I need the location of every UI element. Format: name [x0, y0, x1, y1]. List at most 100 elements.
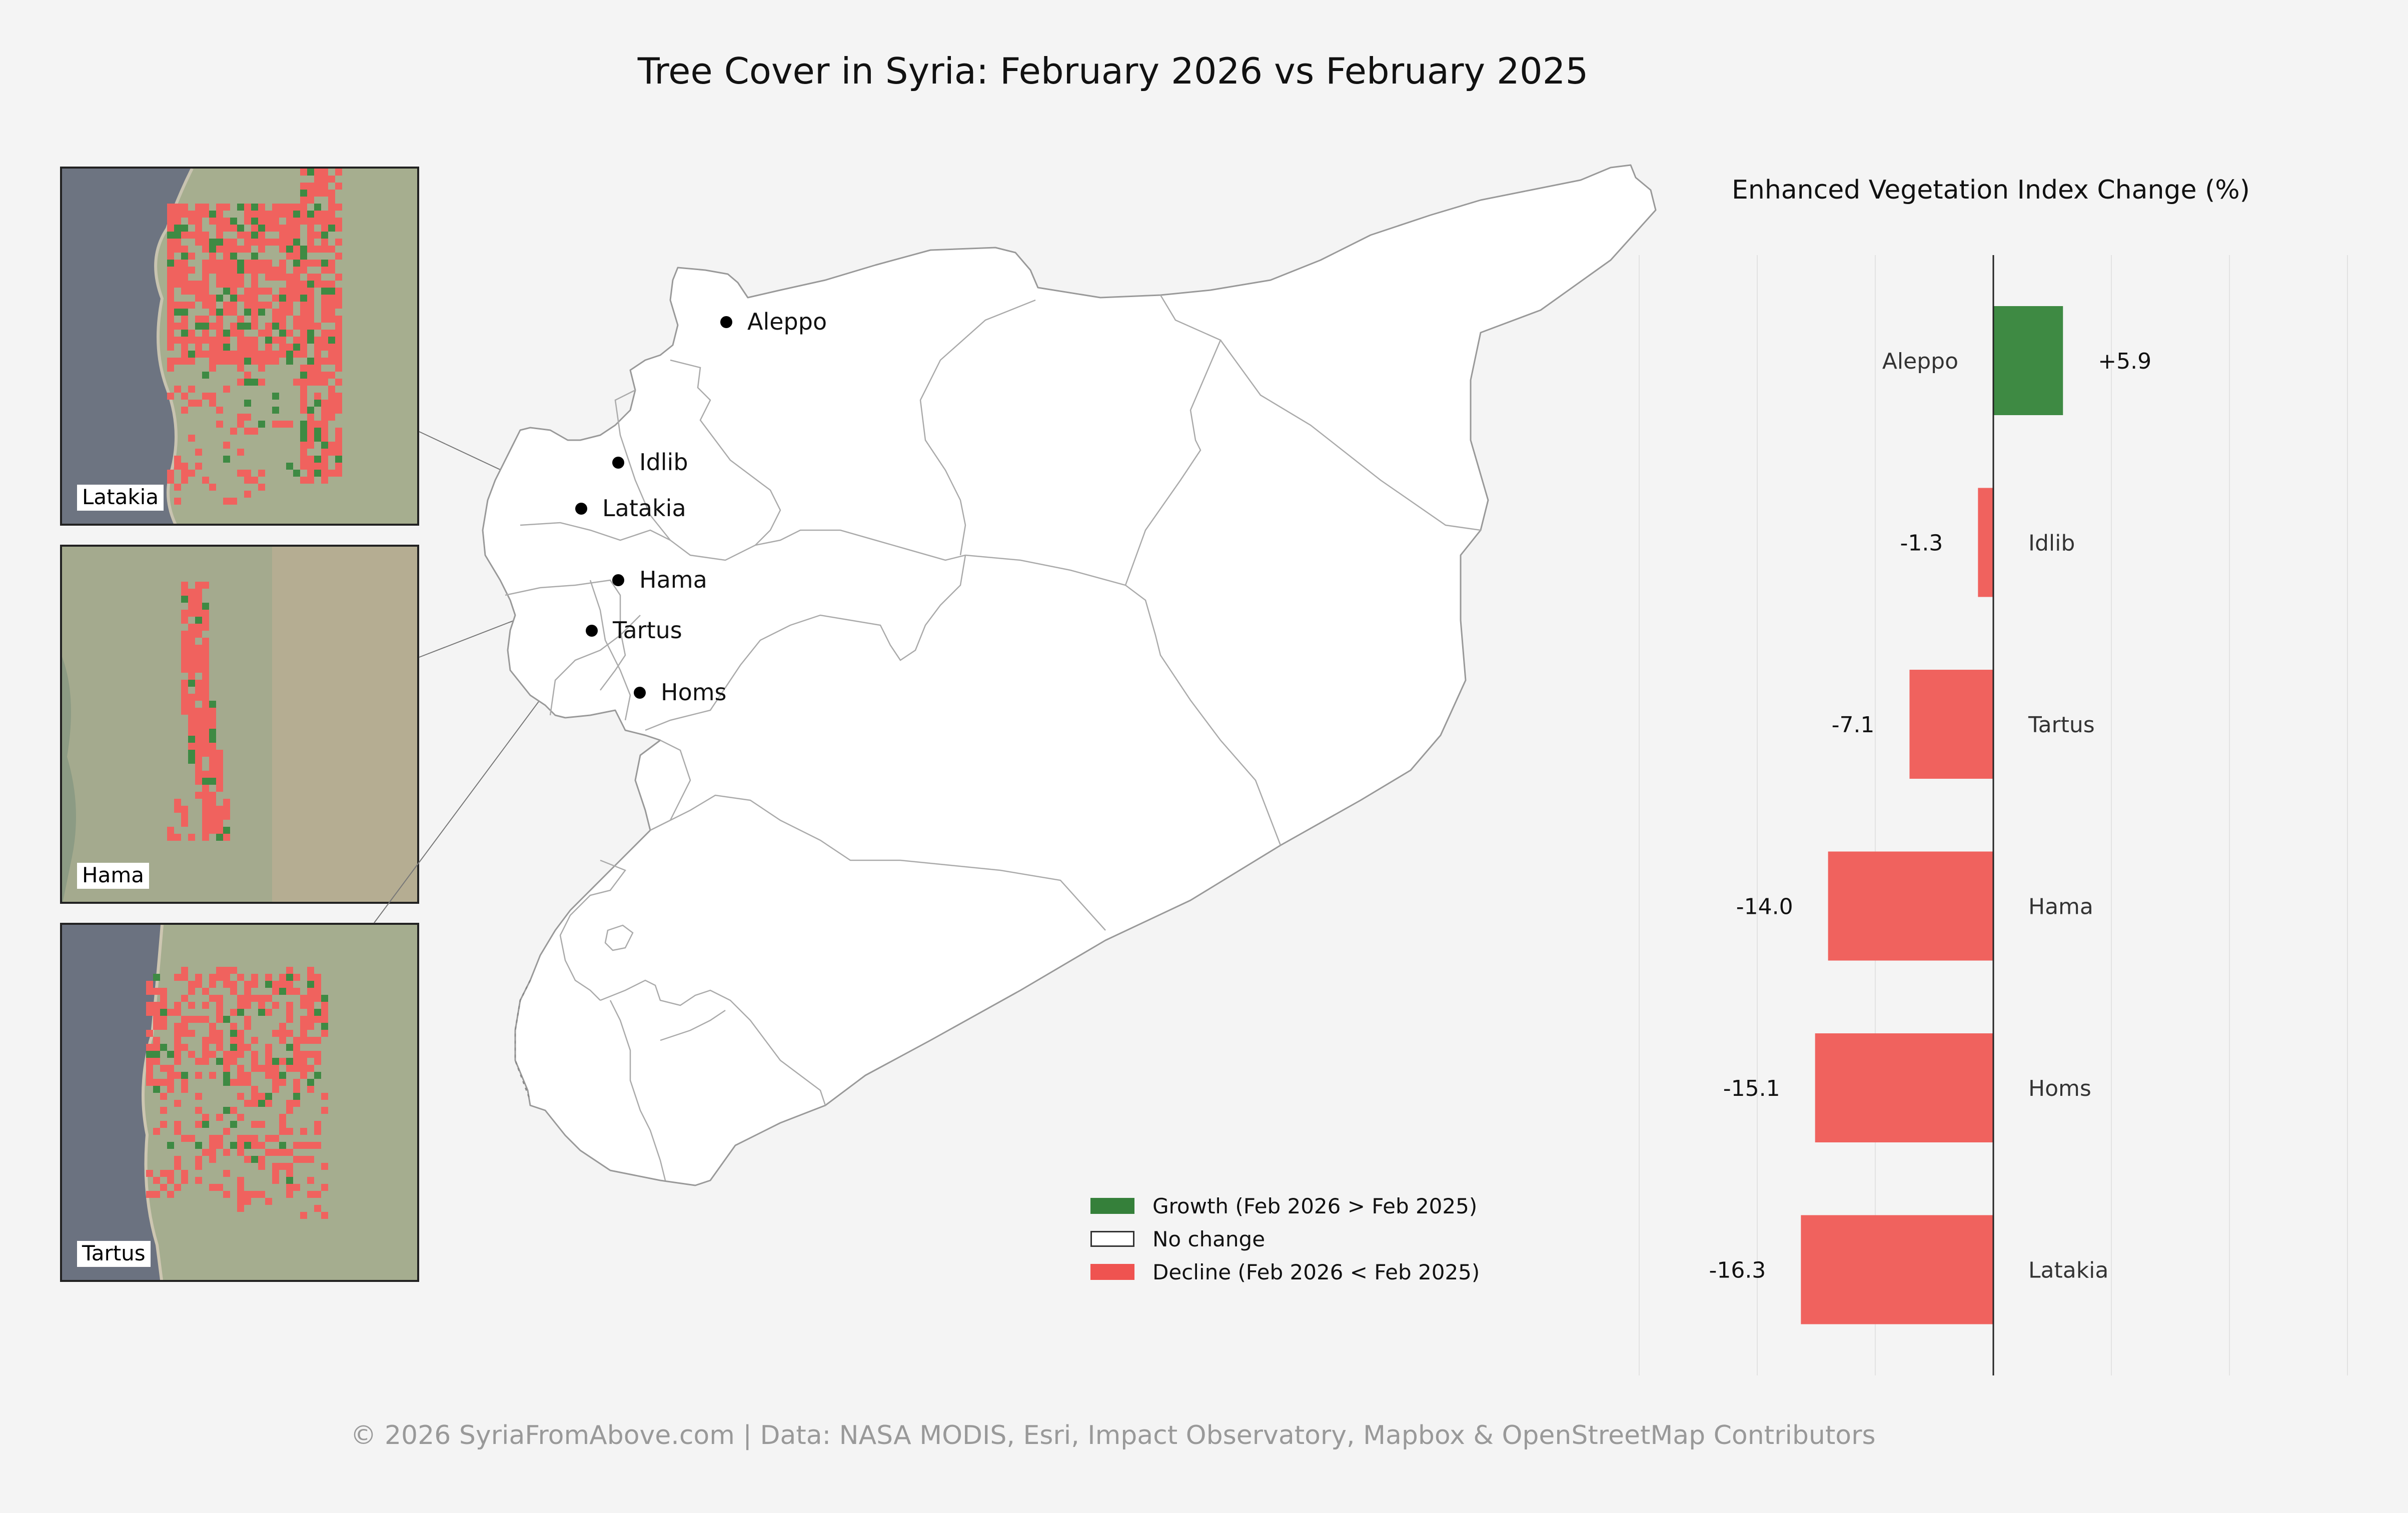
- inset-pixel: [335, 428, 342, 435]
- inset-pixel: [188, 589, 195, 596]
- inset-pixel: [167, 323, 174, 330]
- inset-pixel: [244, 470, 251, 477]
- inset-pixel: [146, 1065, 153, 1072]
- inset-pixel: [307, 1051, 314, 1058]
- inset-pixel: [230, 260, 237, 267]
- inset-pixel: [244, 988, 251, 995]
- inset-pixel: [293, 232, 300, 239]
- inset-pixel: [237, 1044, 244, 1051]
- inset-pixel: [279, 1037, 286, 1044]
- inset-pixel: [335, 463, 342, 470]
- city-marker-aleppo: [720, 316, 732, 328]
- inset-pixel: [181, 323, 188, 330]
- inset-pixel: [216, 232, 223, 239]
- inset-pixel: [279, 239, 286, 246]
- inset-pixel: [202, 701, 209, 708]
- inset-tartus: Tartus: [60, 923, 419, 1282]
- inset-pixel: [181, 337, 188, 344]
- inset-pixel: [223, 358, 230, 365]
- city-marker-hama: [612, 574, 624, 586]
- inset-pixel: [244, 295, 251, 302]
- inset-pixel: [293, 1093, 300, 1100]
- inset-pixel: [202, 715, 209, 722]
- inset-pixel: [265, 211, 272, 218]
- inset-pixel: [286, 1163, 293, 1170]
- inset-pixel: [314, 421, 321, 428]
- inset-pixel: [181, 316, 188, 323]
- inset-pixel: [209, 701, 216, 708]
- inset-pixel: [146, 981, 153, 988]
- inset-pixel: [188, 330, 195, 337]
- inset-pixel: [223, 813, 230, 820]
- inset-pixel: [174, 309, 181, 316]
- inset-pixel: [188, 701, 195, 708]
- inset-pixel: [244, 260, 251, 267]
- inset-pixel: [209, 302, 216, 309]
- inset-pixel: [223, 218, 230, 225]
- inset-pixel: [195, 729, 202, 736]
- inset-pixel: [209, 218, 216, 225]
- inset-pixel: [286, 463, 293, 470]
- inset-pixel: [300, 463, 307, 470]
- inset-pixel: [328, 211, 335, 218]
- inset-pixel: [230, 1107, 237, 1114]
- inset-pixel: [209, 1184, 216, 1191]
- inset-pixel: [181, 806, 188, 813]
- inset-pixel: [202, 722, 209, 729]
- inset-pixel: [258, 995, 265, 1002]
- inset-hama: Hama: [60, 545, 419, 904]
- inset-pixel: [258, 1121, 265, 1128]
- inset-pixel: [328, 267, 335, 274]
- inset-pixel: [188, 1030, 195, 1037]
- inset-pixel: [181, 694, 188, 701]
- inset-pixel: [314, 204, 321, 211]
- inset-pixel: [188, 645, 195, 652]
- inset-pixel: [258, 246, 265, 253]
- inset-pixel: [209, 708, 216, 715]
- inset-pixel: [181, 974, 188, 981]
- inset-pixel: [174, 1051, 181, 1058]
- inset-pixel: [195, 463, 202, 470]
- inset-pixel: [300, 302, 307, 309]
- inset-pixel: [300, 365, 307, 372]
- inset-pixel: [153, 1051, 160, 1058]
- inset-pixel: [251, 1100, 258, 1107]
- inset-pixel: [181, 302, 188, 309]
- inset-pixel: [188, 715, 195, 722]
- inset-pixel: [300, 407, 307, 414]
- value-label-tartus: -7.1: [1832, 712, 1875, 738]
- inset-latakia-pixels: [167, 169, 342, 505]
- inset-pixel: [293, 470, 300, 477]
- inset-pixel: [181, 666, 188, 673]
- inset-pixel: [216, 358, 223, 365]
- inset-pixel: [188, 1135, 195, 1142]
- inset-pixel: [279, 232, 286, 239]
- inset-pixel: [321, 239, 328, 246]
- inset-pixel: [258, 225, 265, 232]
- inset-pixel: [244, 1023, 251, 1030]
- inset-pixel: [244, 323, 251, 330]
- inset-pixel: [335, 330, 342, 337]
- inset-pixel: [167, 225, 174, 232]
- inset-pixel: [244, 400, 251, 407]
- inset-pixel: [237, 358, 244, 365]
- inset-pixel: [251, 344, 258, 351]
- inset-pixel: [272, 1058, 279, 1065]
- inset-pixel: [195, 295, 202, 302]
- inset-pixel: [293, 274, 300, 281]
- inset-pixel: [237, 1114, 244, 1121]
- inset-pixel: [279, 260, 286, 267]
- inset-pixel: [195, 1177, 202, 1184]
- inset-pixel: [293, 267, 300, 274]
- inset-pixel: [244, 302, 251, 309]
- inset-pixel: [223, 386, 230, 393]
- inset-pixel: [286, 988, 293, 995]
- inset-pixel: [279, 1128, 286, 1135]
- inset-pixel: [321, 421, 328, 428]
- inset-pixel: [307, 470, 314, 477]
- inset-pixel: [216, 337, 223, 344]
- inset-pixel: [188, 337, 195, 344]
- inset-pixel: [279, 421, 286, 428]
- inset-pixel: [300, 421, 307, 428]
- inset-pixel: [244, 351, 251, 358]
